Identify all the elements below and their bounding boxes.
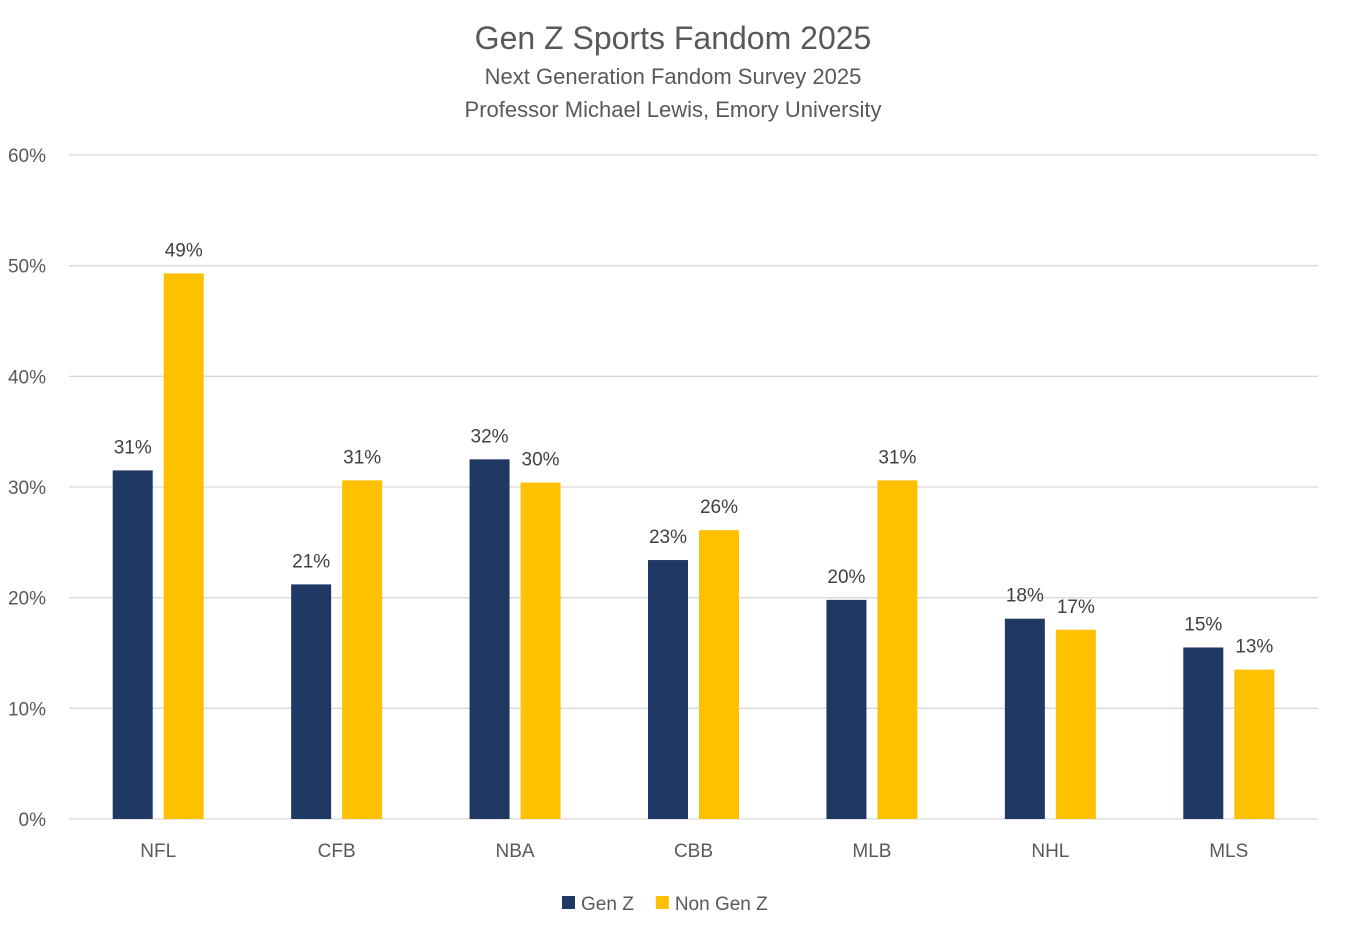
bar: [1183, 647, 1224, 819]
y-tick-label: 20%: [8, 589, 46, 610]
data-label: 20%: [827, 567, 865, 588]
y-tick-label: 10%: [8, 699, 46, 720]
data-label: 21%: [292, 551, 330, 572]
data-label: 18%: [1006, 586, 1044, 607]
data-label: 15%: [1184, 614, 1222, 635]
legend-label: Non Gen Z: [675, 894, 768, 915]
data-label: 26%: [700, 497, 738, 518]
chart-subtitle: Professor Michael Lewis, Emory Universit…: [465, 97, 882, 122]
bar: [163, 273, 204, 819]
data-label: 31%: [114, 437, 152, 458]
bar: [877, 480, 918, 819]
data-labels: 31% 49% 21% 31% 32% 30% 23% 26% 20% 31% 18% 17% 15% 1…: [114, 240, 1274, 657]
bar: [342, 480, 383, 819]
bar: [291, 584, 332, 819]
y-tick-label: 40%: [8, 367, 46, 388]
x-tick-label: NBA: [496, 841, 535, 862]
chart-subtitle: Next Generation Fandom Survey 2025: [485, 64, 862, 89]
y-tick-label: 0%: [19, 810, 47, 831]
gridlines: [69, 154, 1318, 820]
x-tick-label: CFB: [318, 841, 356, 862]
axes: 0% 10% 20% 30% 40% 50% 60% NFL CFB NBA CBB MLB NHL ML…: [8, 146, 1248, 862]
legend-swatch: [562, 896, 575, 909]
legend-label: Gen Z: [581, 894, 634, 915]
data-label: 31%: [343, 447, 381, 468]
data-label: 17%: [1057, 597, 1095, 618]
bar: [1055, 629, 1096, 819]
bar: [699, 530, 739, 819]
y-tick-label: 30%: [8, 478, 46, 499]
legend-swatch: [655, 896, 669, 909]
bar: [826, 599, 867, 819]
bar: [520, 482, 561, 819]
x-tick-label: NFL: [140, 841, 176, 862]
x-tick-label: MLS: [1209, 841, 1248, 862]
bars: [112, 273, 1275, 819]
data-label: 32%: [471, 426, 509, 447]
bar: [648, 560, 688, 819]
data-label: 23%: [649, 527, 687, 548]
data-label: 49%: [165, 240, 203, 261]
x-tick-label: NHL: [1031, 841, 1069, 862]
chart-title: Gen Z Sports Fandom 2025: [475, 20, 872, 56]
x-tick-label: CBB: [674, 841, 713, 862]
bar: [1234, 669, 1275, 819]
data-label: 13%: [1235, 637, 1273, 658]
bar: [1004, 618, 1045, 819]
y-tick-label: 60%: [8, 146, 46, 167]
x-tick-label: MLB: [852, 841, 891, 862]
legend: Gen Z Non Gen Z: [562, 894, 768, 915]
bar: [112, 470, 153, 819]
y-tick-label: 50%: [8, 257, 46, 278]
bar: [469, 459, 510, 819]
data-label: 30%: [522, 450, 560, 471]
data-label: 31%: [878, 447, 916, 468]
